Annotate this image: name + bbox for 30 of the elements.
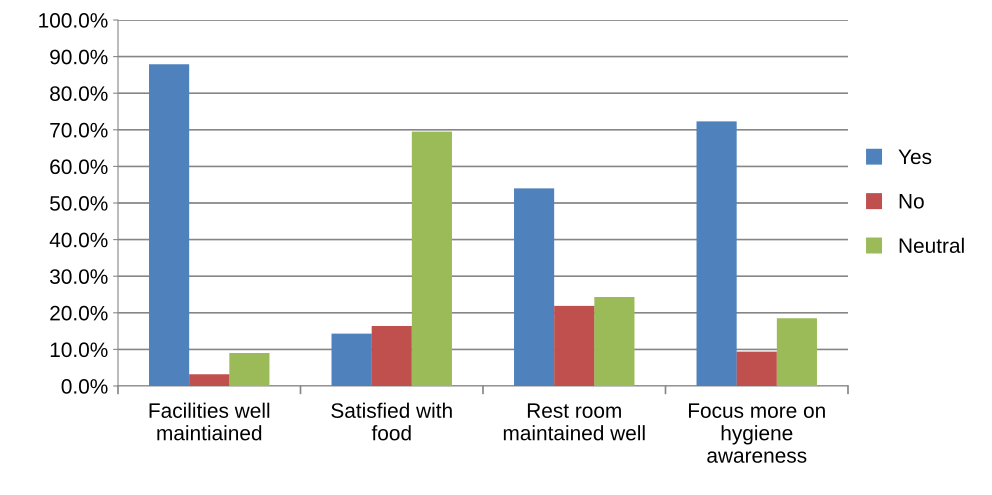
legend-label: Neutral <box>900 238 964 254</box>
legend-label: No <box>900 194 924 209</box>
bar <box>412 132 452 386</box>
y-tick-label: 50.0% <box>50 196 108 211</box>
y-tick-label: 70.0% <box>50 122 108 138</box>
x-tick-label: Facilities well maintiained <box>150 402 270 440</box>
x-tick-label: Focus more on hygiene awareness <box>688 403 825 463</box>
bar <box>776 318 817 386</box>
bar <box>696 121 737 386</box>
y-tick-label: 40.0% <box>50 232 108 248</box>
legend-label: Yes <box>898 150 932 164</box>
x-tick-label: Rest room maintained well <box>504 403 645 440</box>
y-tick-label: 10.0% <box>50 342 108 358</box>
x-tick-label: Satisfied with food <box>331 402 452 440</box>
bar <box>736 352 777 386</box>
y-tick-label: 20.0% <box>50 306 108 321</box>
y-tick-label: 90.0% <box>50 50 108 64</box>
bar <box>554 306 594 386</box>
y-tick-label: 80.0% <box>50 86 108 101</box>
bar <box>229 353 270 386</box>
bar <box>189 374 230 386</box>
y-tick-label: 100.0% <box>39 13 108 28</box>
bar <box>372 326 412 386</box>
bar <box>149 64 190 386</box>
y-tick-label: 30.0% <box>50 269 108 284</box>
bar <box>514 188 554 386</box>
bar <box>594 297 634 386</box>
y-tick-label: 60.0% <box>50 159 108 174</box>
bar <box>332 334 372 386</box>
y-tick-label: 0.0% <box>62 379 108 394</box>
